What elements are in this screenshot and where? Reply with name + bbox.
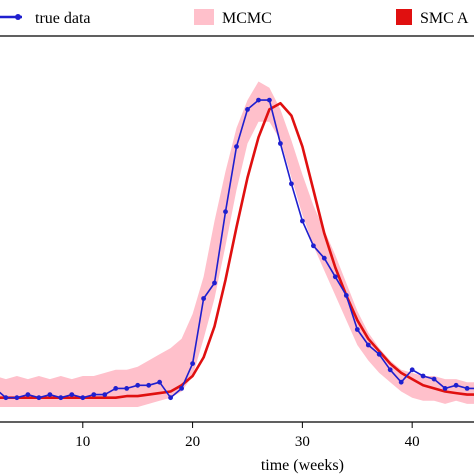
true-data-point [3,395,9,401]
true-data-point [234,144,239,150]
legend-mcmc-label: MCMC [222,10,272,27]
true-data-point [376,351,382,357]
true-data-point [58,395,64,401]
true-data-point [332,274,338,280]
true-data-point [453,382,459,388]
true-data-point [289,181,294,187]
x-tick-label: 10 [75,434,90,450]
true-data-point [135,382,141,388]
legend-true-data-label: true data [35,10,91,27]
true-data-point [464,386,470,391]
plot-area [0,81,474,407]
true-data-point [157,379,163,385]
axes: 10 20 30 40 [0,35,474,450]
true-data-point [311,243,316,249]
true-data-point [25,392,31,397]
true-data-point [102,392,108,397]
true-data-point [420,373,426,379]
legend-smc-swatch [396,9,412,25]
true-data-point [223,209,228,215]
true-data-point [343,293,349,298]
true-data-point [321,255,327,261]
true-data-point [179,386,185,391]
true-data-point [256,97,261,103]
x-axis-label: time (weeks) [261,457,344,474]
true-data-point [431,376,437,382]
legend-true-data-marker [15,14,21,20]
x-tick-label: 20 [185,434,200,450]
true-data-point [69,392,75,397]
true-data-point [387,367,393,373]
true-data-point [245,107,250,112]
legend: true data MCMC SMC A [0,9,469,27]
true-data-point [212,280,217,286]
true-data-point [442,386,448,391]
true-data-point [354,327,360,332]
true-data-point [47,392,53,397]
true-data-point [91,392,97,397]
true-data-point [267,97,272,103]
true-data-point [398,379,404,385]
mcmc-band [0,81,474,407]
true-data-point [409,367,415,373]
true-data-point [168,395,174,401]
true-data-point [300,218,305,224]
legend-mcmc-swatch [194,9,214,25]
true-data-point [190,361,196,366]
true-data-point [113,386,119,391]
x-tick-label: 40 [405,434,420,450]
true-data-point [80,395,86,401]
true-data-point [365,342,371,348]
x-tick-label: 30 [295,434,310,450]
true-data-point [124,386,130,391]
true-data-point [14,395,20,401]
legend-smc-label: SMC A [420,10,469,27]
true-data-point [146,382,152,388]
true-data-point [36,395,42,401]
true-data-point [278,141,283,146]
true-data-point [201,296,207,301]
